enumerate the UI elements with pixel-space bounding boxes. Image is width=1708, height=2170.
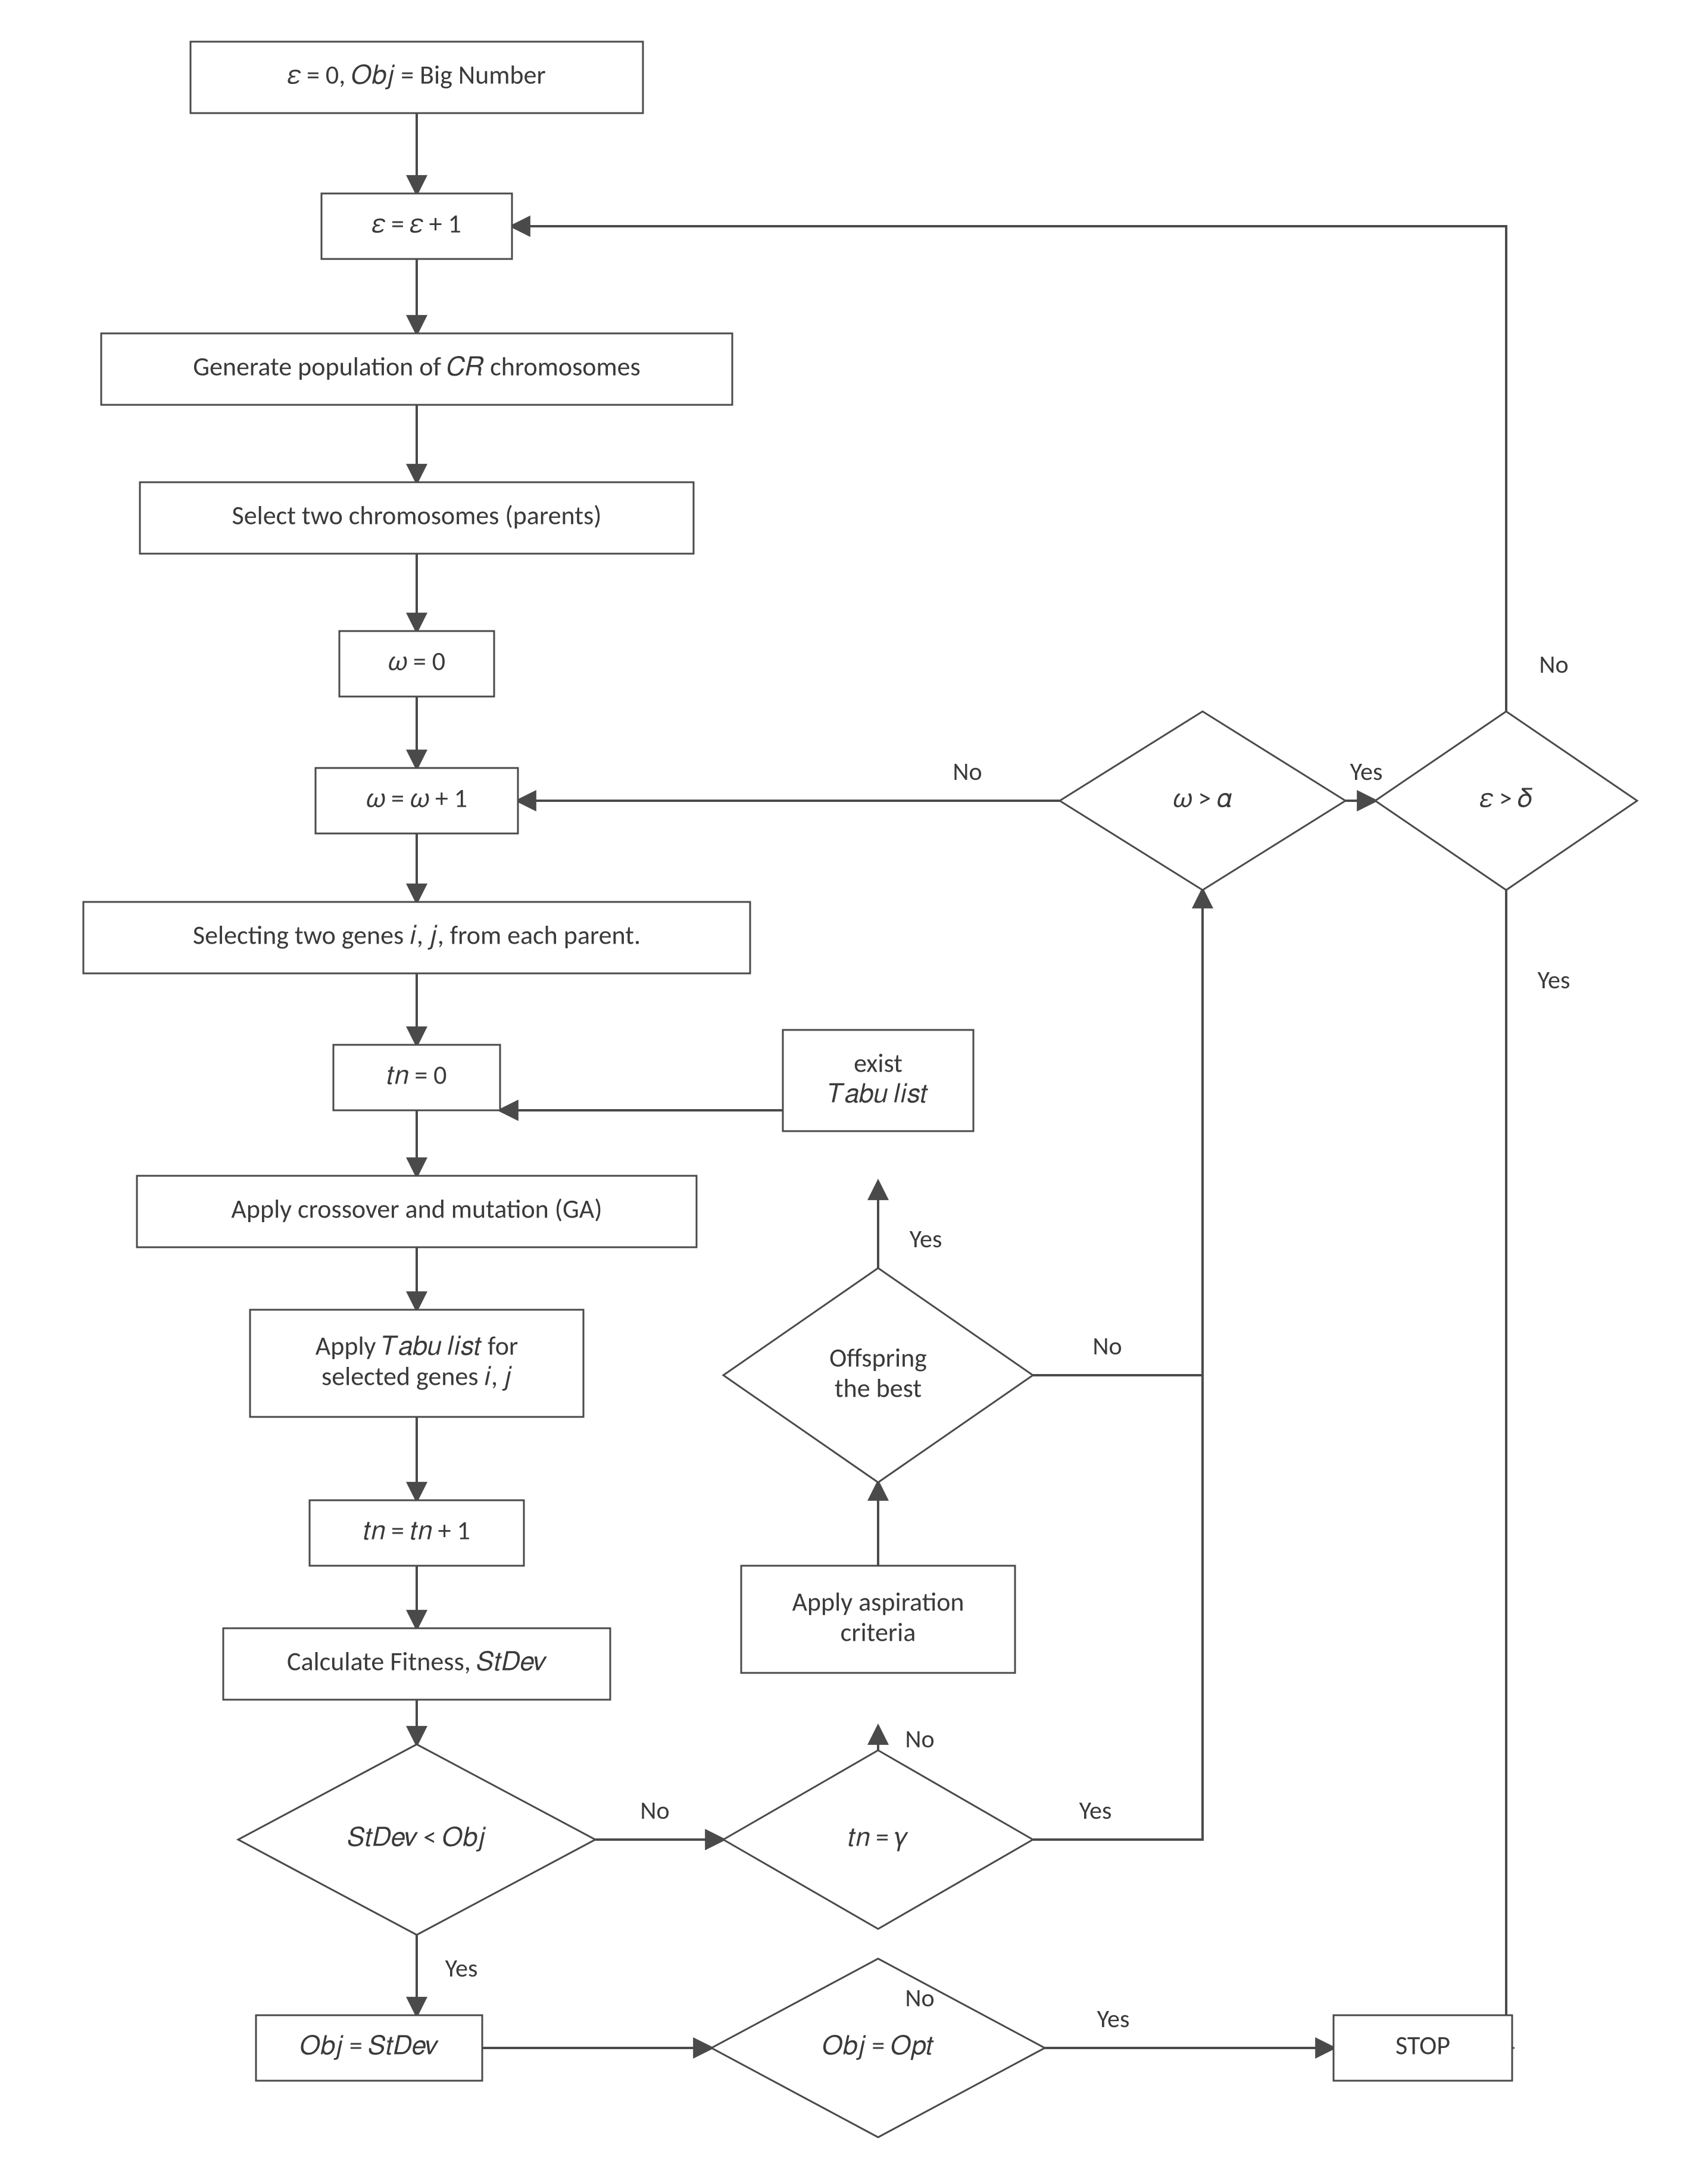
node-label-n_select: Select two chromosomes (parents): [232, 499, 601, 532]
node-n_genpop: Generate population of 𝐶𝑅 chromosomes: [101, 333, 732, 405]
node-d_objopt: 𝑂𝑏𝑗 = 𝑂𝑝𝑡: [711, 1959, 1045, 2137]
node-label-d_stdev: 𝑆𝑡𝐷𝑒𝑣 < 𝑂𝑏𝑗: [348, 1821, 486, 1853]
node-label-n_stop: STOP: [1395, 2030, 1450, 2062]
node-d_tn: 𝑡𝑛 = 𝛾: [723, 1750, 1033, 1929]
node-n_ga: Apply crossover and mutation (GA): [137, 1176, 697, 1247]
node-n_tn0: 𝑡𝑛 = 0: [333, 1045, 500, 1110]
node-label-d_tn: 𝑡𝑛 = 𝛾: [848, 1821, 908, 1853]
edge-e26: [1506, 890, 1512, 2048]
edge-label-e27: Yes: [1097, 2004, 1130, 2034]
node-label-n_obj_eq: 𝑂𝑏𝑗 = 𝑆𝑡𝐷𝑒𝑣: [300, 2030, 439, 2062]
edge-label-e23: No: [953, 757, 982, 787]
node-n_w0: 𝜔 = 0: [339, 631, 494, 697]
edge-label-e15: No: [640, 1796, 669, 1826]
node-label-n_tn0: 𝑡𝑛 = 0: [387, 1059, 447, 1091]
node-d_epsdelta: 𝜀 > 𝛿: [1375, 711, 1637, 890]
node-d_stdev: 𝑆𝑡𝐷𝑒𝑣 < 𝑂𝑏𝑗: [238, 1744, 595, 1935]
edge-label-e26: Yes: [1538, 965, 1570, 995]
node-label-n_init: 𝜀 = 0, 𝑂𝑏𝑗 = Big Number: [288, 59, 546, 91]
node-n_exist: exist𝑇𝑎𝑏𝑢 𝑙𝑖𝑠𝑡: [783, 1030, 973, 1131]
node-n_tn_inc: 𝑡𝑛 = 𝑡𝑛 + 1: [310, 1500, 524, 1566]
node-n_init: 𝜀 = 0, 𝑂𝑏𝑗 = Big Number: [191, 42, 643, 113]
edge-label-e22: No: [1092, 1331, 1122, 1362]
node-d_walpha: 𝜔 > 𝛼: [1060, 711, 1345, 890]
node-label-n_eps_inc: 𝜀 = 𝜀 + 1: [372, 208, 461, 240]
edge-label-e25: No: [1539, 650, 1568, 680]
edge-e25: [512, 226, 1506, 711]
node-n_w_inc: 𝜔 = 𝜔 + 1: [316, 768, 518, 833]
node-n_tabu: Apply 𝑇𝑎𝑏𝑢 𝑙𝑖𝑠𝑡 forselected genes 𝑖, 𝑗: [250, 1310, 583, 1417]
edge-label-e21: Yes: [1079, 1796, 1112, 1826]
node-label-n_genpop: Generate population of 𝐶𝑅 chromosomes: [193, 351, 640, 383]
node-n_fit: Calculate Fitness, 𝑆𝑡𝐷𝑒𝑣: [223, 1628, 610, 1700]
node-n_genes: Selecting two genes 𝑖, 𝑗, from each pare…: [83, 902, 750, 973]
node-label-n_w0: 𝜔 = 0: [388, 645, 445, 677]
node-n_select: Select two chromosomes (parents): [140, 482, 694, 554]
node-label-d_offspring: Offspringthe best: [829, 1341, 927, 1404]
node-label-n_tn_inc: 𝑡𝑛 = 𝑡𝑛 + 1: [363, 1515, 470, 1547]
node-d_offspring: Offspringthe best: [723, 1268, 1033, 1482]
node-label-n_genes: Selecting two genes 𝑖, 𝑗, from each pare…: [193, 919, 641, 951]
node-label-d_epsdelta: 𝜀 > 𝛿: [1480, 782, 1533, 814]
edge-label-e24: Yes: [1350, 757, 1383, 787]
node-label-d_objopt: 𝑂𝑏𝑗 = 𝑂𝑝𝑡: [822, 2030, 934, 2062]
node-label-n_w_inc: 𝜔 = 𝜔 + 1: [366, 782, 467, 814]
node-label-n_ga: Apply crossover and mutation (GA): [231, 1193, 602, 1225]
node-label-n_fit: Calculate Fitness, 𝑆𝑡𝐷𝑒𝑣: [287, 1646, 547, 1678]
node-n_asp: Apply aspirationcriteria: [741, 1566, 1015, 1673]
edge-label-e19: Yes: [910, 1224, 942, 1254]
node-n_obj_eq: 𝑂𝑏𝑗 = 𝑆𝑡𝐷𝑒𝑣: [256, 2015, 482, 2081]
edge-label-e16: No: [905, 1983, 934, 2013]
node-label-n_tabu: Apply 𝑇𝑎𝑏𝑢 𝑙𝑖𝑠𝑡 forselected genes 𝑖, 𝑗: [316, 1329, 518, 1392]
edge-e21: [1033, 890, 1203, 1840]
node-n_eps_inc: 𝜀 = 𝜀 + 1: [321, 193, 512, 259]
edge-label-e17: No: [905, 1724, 934, 1754]
node-label-d_walpha: 𝜔 > 𝛼: [1173, 782, 1232, 814]
flowchart-svg: 𝜀 = 0, 𝑂𝑏𝑗 = Big Number 𝜀 = 𝜀 + 1 Generate…: [0, 0, 1708, 2170]
node-n_stop: STOP: [1334, 2015, 1512, 2081]
edge-label-e13: Yes: [445, 1953, 478, 1984]
